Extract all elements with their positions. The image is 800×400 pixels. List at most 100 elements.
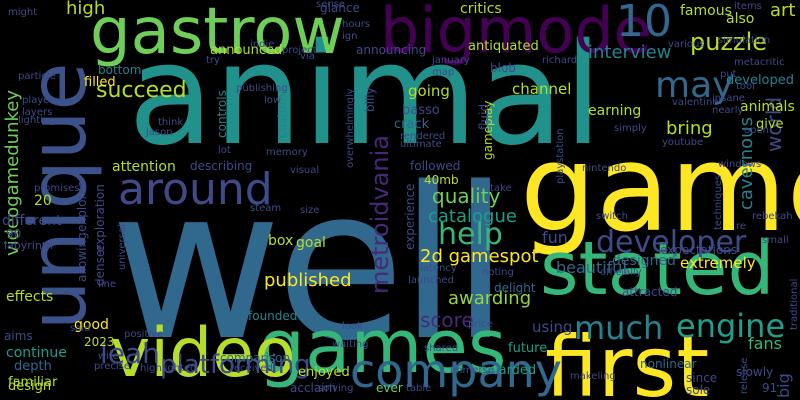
word: valentine [672, 97, 719, 108]
word: around [118, 164, 273, 215]
word: may [655, 65, 734, 106]
word: bigmode [380, 0, 652, 67]
word: sense [316, 0, 346, 10]
word: youtube [662, 137, 704, 148]
word: think [158, 117, 184, 128]
word: noting [482, 267, 514, 278]
word: sole [686, 383, 711, 397]
word: video [110, 314, 296, 393]
word: received [230, 363, 273, 374]
word: solving [318, 383, 354, 394]
word: fans [748, 334, 782, 353]
word: extremely [680, 254, 756, 272]
word: nonlinear [640, 357, 697, 371]
word: 40mb [424, 173, 459, 187]
word: shared [424, 343, 459, 354]
word: said [70, 323, 91, 334]
word: open [744, 125, 769, 136]
word: games [258, 304, 507, 390]
word: fun [542, 228, 568, 247]
word: tool [736, 81, 755, 92]
word: designed [612, 253, 676, 269]
word: 91 [762, 381, 778, 395]
word: lighting [18, 115, 56, 126]
word: different [2, 213, 62, 229]
word: waiting [332, 339, 369, 350]
word: jason [146, 127, 173, 138]
word: promises [34, 183, 80, 194]
word: richard [542, 55, 578, 66]
word: might [8, 7, 38, 18]
word: filled [84, 75, 116, 90]
word: low [264, 95, 282, 106]
word: player [22, 95, 54, 106]
word: well [110, 142, 510, 387]
word: via [300, 51, 315, 62]
word: interview [588, 42, 672, 63]
word: insane [712, 93, 745, 104]
word: announcing [356, 43, 427, 57]
word: traditional [789, 278, 800, 330]
word: much [574, 309, 664, 347]
word: awarding [448, 288, 532, 309]
word: items [734, 1, 762, 12]
word: simulation [718, 35, 771, 46]
word: gastrow [90, 0, 345, 69]
word: visual [290, 165, 320, 176]
word: founded [248, 309, 298, 323]
word: acclaim [290, 381, 337, 395]
word: quality [432, 184, 501, 208]
word: line [98, 279, 117, 290]
word: crack [394, 117, 430, 132]
word: describing [190, 159, 253, 173]
word: succeed [96, 78, 187, 103]
word: aims [4, 329, 33, 343]
word: layers [22, 107, 53, 118]
word: re [736, 221, 747, 232]
word: 2023 [84, 335, 115, 349]
word: size [300, 205, 320, 216]
word: overwhelmingly [345, 88, 356, 168]
word: antiquated [468, 39, 539, 54]
word: hours [342, 19, 371, 30]
word: stated [540, 226, 775, 312]
word: windows [718, 159, 762, 170]
word: map [432, 67, 455, 78]
word: metacritic [734, 57, 785, 68]
word: going [408, 82, 450, 100]
word: continue [6, 345, 67, 361]
word: high [66, 0, 106, 19]
word: various [668, 39, 705, 50]
word: publishing [236, 83, 288, 94]
word: effects [6, 289, 54, 305]
word: goal [296, 235, 326, 251]
word: big [774, 373, 793, 398]
word: since [686, 371, 718, 385]
word: depth [14, 359, 52, 374]
word: controls [215, 90, 229, 138]
word: memory [266, 147, 308, 158]
word: makeling [570, 371, 616, 382]
word: famous [680, 3, 732, 19]
word: 2d gamespot [420, 246, 539, 267]
word: universal [117, 224, 128, 270]
word: beautiful [556, 258, 627, 277]
word: design [8, 379, 52, 394]
word: developed [726, 73, 795, 88]
word: look [342, 321, 363, 332]
word: basso [402, 103, 440, 118]
word: ign [342, 31, 358, 42]
word: animals [740, 99, 795, 115]
word: nearly [712, 105, 744, 116]
word: highlighted [140, 363, 197, 374]
word: playstation [555, 128, 566, 184]
word: bring [666, 118, 713, 139]
word: published [264, 270, 352, 291]
word: bottom [98, 63, 142, 77]
word: precise [94, 361, 131, 372]
word: catalogue [428, 206, 517, 227]
word: wife [98, 351, 119, 362]
word: billy [363, 87, 377, 112]
word: fluid [477, 103, 491, 130]
